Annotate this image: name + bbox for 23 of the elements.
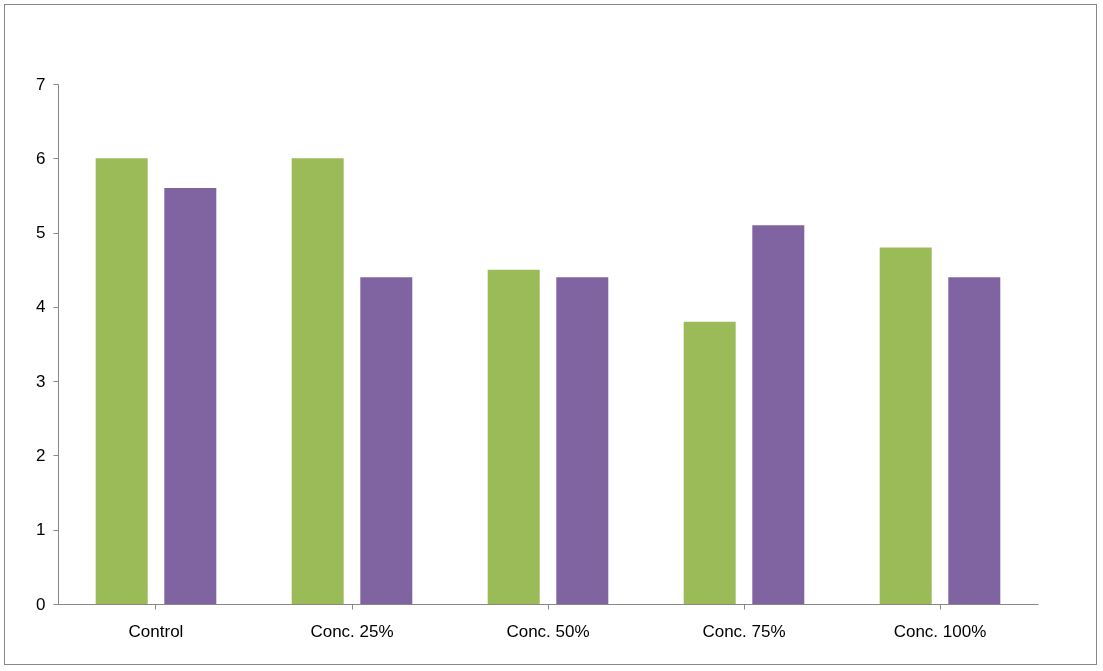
x-tick-label: Conc. 50% bbox=[506, 621, 590, 641]
y-tick-label: 0 bbox=[36, 594, 46, 614]
y-tick-label: 4 bbox=[36, 297, 46, 317]
bar bbox=[752, 225, 805, 604]
x-tick-label: Conc. 100% bbox=[893, 621, 987, 641]
bar bbox=[879, 247, 932, 604]
x-tick-label: Conc. 25% bbox=[310, 621, 394, 641]
bar bbox=[556, 277, 609, 604]
bar bbox=[360, 277, 413, 604]
y-tick-label: 5 bbox=[36, 223, 46, 243]
bar bbox=[487, 269, 540, 604]
y-tick-label: 3 bbox=[36, 371, 46, 391]
bar bbox=[948, 277, 1001, 604]
x-tick-label: Control bbox=[128, 621, 184, 641]
y-tick-label: 6 bbox=[36, 148, 46, 168]
bar bbox=[95, 158, 148, 604]
bar bbox=[164, 188, 217, 604]
y-tick-label: 7 bbox=[36, 74, 46, 94]
bar bbox=[291, 158, 344, 604]
bar bbox=[683, 321, 736, 604]
y-tick-label: 1 bbox=[36, 520, 46, 540]
y-tick-label: 2 bbox=[36, 445, 46, 465]
x-tick-label: Conc. 75% bbox=[702, 621, 786, 641]
